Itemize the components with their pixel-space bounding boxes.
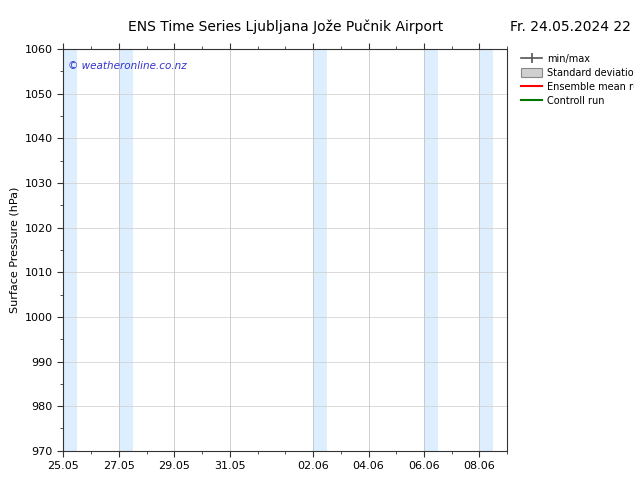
Text: ENS Time Series Ljubljana Jože Pučnik Airport: ENS Time Series Ljubljana Jože Pučnik Ai…	[127, 20, 443, 34]
Bar	[313, 49, 327, 451]
Bar	[479, 49, 493, 451]
Bar	[119, 49, 133, 451]
Text: Fr. 24.05.2024 22 UTC: Fr. 24.05.2024 22 UTC	[510, 20, 634, 34]
Bar	[63, 49, 77, 451]
Y-axis label: Surface Pressure (hPa): Surface Pressure (hPa)	[10, 187, 19, 313]
Bar	[424, 49, 438, 451]
Legend: min/max, Standard deviation, Ensemble mean run, Controll run: min/max, Standard deviation, Ensemble me…	[521, 54, 634, 105]
Text: © weatheronline.co.nz: © weatheronline.co.nz	[68, 61, 186, 71]
